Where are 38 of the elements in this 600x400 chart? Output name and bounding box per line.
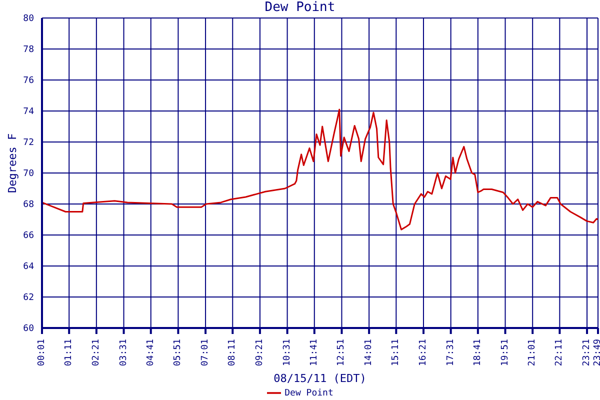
x-tick-label: 09:21 [254,339,265,366]
x-tick-label: 21:01 [528,339,538,366]
x-tick-label: 07:01 [200,339,211,366]
y-tick-label: 64 [23,262,34,272]
y-tick-label: 66 [23,231,34,242]
x-tick-label: 11:41 [309,339,320,366]
x-tick-label: 22:11 [554,339,565,366]
x-axis-title: 08/15/11 (EDT) [274,372,366,385]
y-tick-label: 80 [23,14,34,24]
x-tick-label: 01:11 [64,339,74,366]
x-tick-label: 04:41 [146,339,156,366]
y-tick-label: 60 [23,324,34,334]
y-tick-label: 68 [23,200,34,210]
x-tick-label: 00:01 [37,339,47,366]
x-tick-label: 17:31 [446,339,456,366]
chart-title: Dew Point [264,0,336,15]
x-tick-label: 05:51 [173,339,184,366]
x-tick-label: 19:51 [500,339,510,366]
x-tick-label: 08:11 [228,339,238,366]
y-tick-label: 70 [23,169,34,180]
y-tick-label: 78 [23,45,34,56]
x-tick-label: 16:21 [418,339,428,366]
x-tick-label: 14:01 [364,339,374,366]
y-axis-title: Degrees F [6,133,19,193]
y-tick-label: 62 [23,293,34,304]
x-tick-label: 03:31 [118,339,129,366]
x-tick-label: 15:11 [391,339,402,366]
legend-label: Dew Point [284,388,334,398]
y-tick-label: 72 [23,138,34,148]
x-tick-label: 18:41 [472,339,483,366]
x-tick-label: 12:51 [336,339,347,366]
x-tick-label: 02:21 [91,339,102,366]
x-tick-label: 23:21 [582,339,592,366]
x-tick-label: 23:49 [593,339,600,366]
y-tick-label: 76 [23,76,34,86]
line-series [42,108,598,230]
x-tick-label: 10:31 [282,339,292,366]
y-tick-label: 74 [23,107,34,118]
